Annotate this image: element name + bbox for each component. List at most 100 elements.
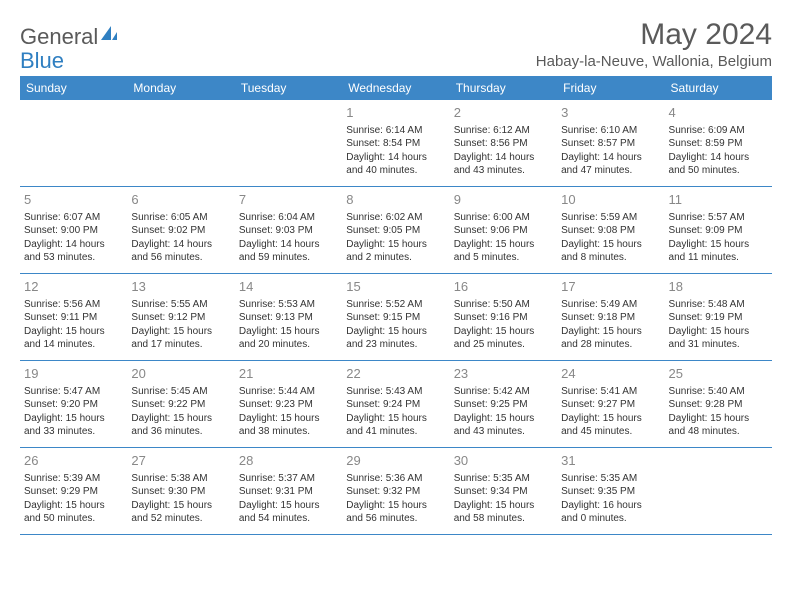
daylight-text: Daylight: 14 hours and 43 minutes. <box>454 151 553 178</box>
sunset-text: Sunset: 9:11 PM <box>24 311 123 325</box>
day-cell: 9Sunrise: 6:00 AMSunset: 9:06 PMDaylight… <box>450 187 557 273</box>
sunset-text: Sunset: 9:35 PM <box>561 485 660 499</box>
sunrise-text: Sunrise: 6:05 AM <box>131 211 230 225</box>
logo-sail-icon <box>99 24 119 47</box>
day-cell: 21Sunrise: 5:44 AMSunset: 9:23 PMDayligh… <box>235 361 342 447</box>
day-number: 9 <box>454 191 553 209</box>
day-cell: 23Sunrise: 5:42 AMSunset: 9:25 PMDayligh… <box>450 361 557 447</box>
weekday-header: Sunday <box>20 76 127 100</box>
day-number: 5 <box>24 191 123 209</box>
day-cell: 7Sunrise: 6:04 AMSunset: 9:03 PMDaylight… <box>235 187 342 273</box>
sunrise-text: Sunrise: 5:56 AM <box>24 298 123 312</box>
sunset-text: Sunset: 9:06 PM <box>454 224 553 238</box>
day-cell: 10Sunrise: 5:59 AMSunset: 9:08 PMDayligh… <box>557 187 664 273</box>
sunset-text: Sunset: 9:27 PM <box>561 398 660 412</box>
day-number: 26 <box>24 452 123 470</box>
sunset-text: Sunset: 9:16 PM <box>454 311 553 325</box>
sunrise-text: Sunrise: 5:41 AM <box>561 385 660 399</box>
day-cell: 4Sunrise: 6:09 AMSunset: 8:59 PMDaylight… <box>665 100 772 186</box>
day-cell: 6Sunrise: 6:05 AMSunset: 9:02 PMDaylight… <box>127 187 234 273</box>
day-number: 16 <box>454 278 553 296</box>
logo: General <box>20 24 119 50</box>
sunrise-text: Sunrise: 5:53 AM <box>239 298 338 312</box>
logo-text-1: General <box>20 24 98 50</box>
daylight-text: Daylight: 15 hours and 25 minutes. <box>454 325 553 352</box>
sunrise-text: Sunrise: 5:42 AM <box>454 385 553 399</box>
daylight-text: Daylight: 15 hours and 56 minutes. <box>346 499 445 526</box>
sunrise-text: Sunrise: 5:49 AM <box>561 298 660 312</box>
day-cell: 15Sunrise: 5:52 AMSunset: 9:15 PMDayligh… <box>342 274 449 360</box>
day-number: 17 <box>561 278 660 296</box>
daylight-text: Daylight: 15 hours and 52 minutes. <box>131 499 230 526</box>
day-number: 31 <box>561 452 660 470</box>
daylight-text: Daylight: 15 hours and 33 minutes. <box>24 412 123 439</box>
weekday-header: Friday <box>557 76 664 100</box>
day-number: 7 <box>239 191 338 209</box>
daylight-text: Daylight: 15 hours and 20 minutes. <box>239 325 338 352</box>
month-title: May 2024 <box>536 18 772 51</box>
day-cell: 30Sunrise: 5:35 AMSunset: 9:34 PMDayligh… <box>450 448 557 534</box>
sunrise-text: Sunrise: 5:48 AM <box>669 298 768 312</box>
day-number: 30 <box>454 452 553 470</box>
sunset-text: Sunset: 9:09 PM <box>669 224 768 238</box>
daylight-text: Daylight: 14 hours and 40 minutes. <box>346 151 445 178</box>
day-cell: 31Sunrise: 5:35 AMSunset: 9:35 PMDayligh… <box>557 448 664 534</box>
day-cell: 24Sunrise: 5:41 AMSunset: 9:27 PMDayligh… <box>557 361 664 447</box>
sunrise-text: Sunrise: 5:57 AM <box>669 211 768 225</box>
sunrise-text: Sunrise: 5:38 AM <box>131 472 230 486</box>
day-number: 4 <box>669 104 768 122</box>
sunset-text: Sunset: 9:32 PM <box>346 485 445 499</box>
daylight-text: Daylight: 15 hours and 36 minutes. <box>131 412 230 439</box>
sunset-text: Sunset: 9:25 PM <box>454 398 553 412</box>
day-number: 1 <box>346 104 445 122</box>
day-number: 20 <box>131 365 230 383</box>
sunrise-text: Sunrise: 5:45 AM <box>131 385 230 399</box>
sunrise-text: Sunrise: 6:09 AM <box>669 124 768 138</box>
sunset-text: Sunset: 9:23 PM <box>239 398 338 412</box>
daylight-text: Daylight: 15 hours and 23 minutes. <box>346 325 445 352</box>
day-number: 15 <box>346 278 445 296</box>
weekday-header: Monday <box>127 76 234 100</box>
day-number: 22 <box>346 365 445 383</box>
day-number: 21 <box>239 365 338 383</box>
sunset-text: Sunset: 9:22 PM <box>131 398 230 412</box>
sunrise-text: Sunrise: 5:44 AM <box>239 385 338 399</box>
weekday-header: Wednesday <box>342 76 449 100</box>
daylight-text: Daylight: 15 hours and 8 minutes. <box>561 238 660 265</box>
daylight-text: Daylight: 15 hours and 43 minutes. <box>454 412 553 439</box>
day-number: 8 <box>346 191 445 209</box>
sunset-text: Sunset: 8:59 PM <box>669 137 768 151</box>
sunrise-text: Sunrise: 6:07 AM <box>24 211 123 225</box>
week-row: 1Sunrise: 6:14 AMSunset: 8:54 PMDaylight… <box>20 100 772 187</box>
daylight-text: Daylight: 14 hours and 47 minutes. <box>561 151 660 178</box>
weekday-header-row: Sunday Monday Tuesday Wednesday Thursday… <box>20 76 772 100</box>
day-cell: 27Sunrise: 5:38 AMSunset: 9:30 PMDayligh… <box>127 448 234 534</box>
sunset-text: Sunset: 9:24 PM <box>346 398 445 412</box>
day-cell: 5Sunrise: 6:07 AMSunset: 9:00 PMDaylight… <box>20 187 127 273</box>
day-cell <box>127 100 234 186</box>
week-row: 19Sunrise: 5:47 AMSunset: 9:20 PMDayligh… <box>20 361 772 448</box>
weekday-header: Saturday <box>665 76 772 100</box>
title-block: May 2024 Habay-la-Neuve, Wallonia, Belgi… <box>536 18 772 70</box>
day-cell: 25Sunrise: 5:40 AMSunset: 9:28 PMDayligh… <box>665 361 772 447</box>
sunset-text: Sunset: 8:56 PM <box>454 137 553 151</box>
day-cell: 22Sunrise: 5:43 AMSunset: 9:24 PMDayligh… <box>342 361 449 447</box>
week-row: 12Sunrise: 5:56 AMSunset: 9:11 PMDayligh… <box>20 274 772 361</box>
day-cell: 20 Sunrise: 5:45 AMSunset: 9:22 PMDayligh… <box>127 361 234 447</box>
sunset-text: Sunset: 9:02 PM <box>131 224 230 238</box>
sunset-text: Sunset: 8:54 PM <box>346 137 445 151</box>
sunrise-text: Sunrise: 6:02 AM <box>346 211 445 225</box>
daylight-text: Daylight: 15 hours and 31 minutes. <box>669 325 768 352</box>
day-number: 19 <box>24 365 123 383</box>
sunset-text: Sunset: 9:34 PM <box>454 485 553 499</box>
day-cell: 3Sunrise: 6:10 AMSunset: 8:57 PMDaylight… <box>557 100 664 186</box>
sunrise-text: Sunrise: 5:47 AM <box>24 385 123 399</box>
day-number: 24 <box>561 365 660 383</box>
header: General May 2024 Habay-la-Neuve, Walloni… <box>20 18 772 70</box>
sunrise-text: Sunrise: 5:39 AM <box>24 472 123 486</box>
daylight-text: Daylight: 15 hours and 11 minutes. <box>669 238 768 265</box>
week-row: 5Sunrise: 6:07 AMSunset: 9:00 PMDaylight… <box>20 187 772 274</box>
daylight-text: Daylight: 15 hours and 2 minutes. <box>346 238 445 265</box>
day-number: 2 <box>454 104 553 122</box>
day-cell <box>665 448 772 534</box>
